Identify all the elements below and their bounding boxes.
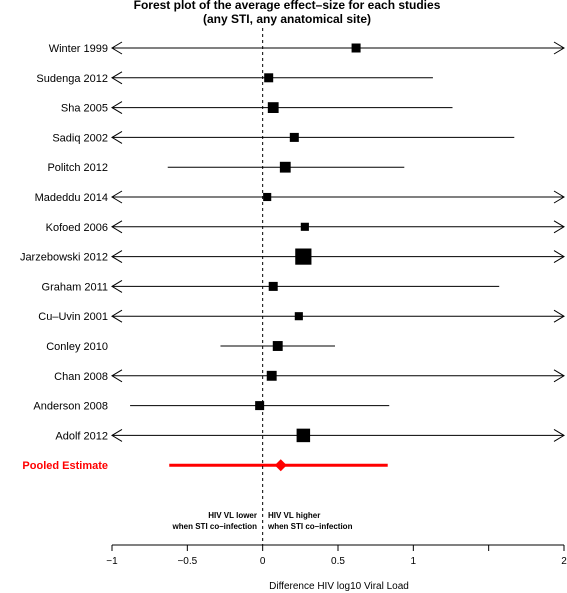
study-row: Chan 2008	[54, 369, 565, 383]
study-row: Conley 2010	[46, 341, 335, 353]
x-tick-label: 1	[411, 556, 417, 567]
pooled-estimate-diamond	[274, 459, 287, 472]
pooled-estimate-group: Pooled Estimate	[22, 459, 388, 472]
x-tick-label: −1	[106, 556, 118, 567]
study-row: Sha 2005	[61, 101, 453, 115]
study-label: Adolf 2012	[55, 430, 108, 442]
study-label: Anderson 2008	[33, 401, 108, 413]
study-row: Adolf 2012	[55, 428, 565, 443]
study-row: Kofoed 2006	[46, 220, 565, 234]
point-estimate-square	[289, 132, 299, 142]
point-estimate-square	[295, 248, 312, 265]
ci-right-arrow	[553, 369, 565, 383]
study-label: Madeddu 2014	[35, 192, 108, 204]
study-row: Graham 2011	[42, 279, 500, 293]
study-label: Conley 2010	[46, 341, 108, 353]
study-row: Jarzebowski 2012	[20, 248, 565, 265]
study-label: Chan 2008	[54, 371, 108, 383]
ci-right-arrow	[553, 309, 565, 323]
pooled-estimate-label: Pooled Estimate	[22, 460, 108, 472]
x-tick-label: 2	[561, 556, 567, 567]
study-row: Winter 1999	[49, 41, 565, 55]
study-row: Politch 2012	[47, 161, 405, 174]
study-row: Cu–Uvin 2001	[38, 309, 565, 323]
study-label: Winter 1999	[49, 43, 108, 55]
ci-right-arrow	[553, 250, 565, 264]
x-axis-label: Difference HIV log10 Viral Load	[269, 581, 409, 592]
study-label: Sudenga 2012	[36, 73, 108, 85]
study-label: Kofoed 2006	[46, 222, 108, 234]
x-tick-label: 0.5	[331, 556, 345, 567]
point-estimate-square	[267, 102, 279, 113]
x-tick-label: −0.5	[177, 556, 197, 567]
study-row: Sudenga 2012	[36, 71, 433, 85]
ci-left-arrow	[111, 279, 123, 293]
point-estimate-square	[294, 312, 303, 321]
ci-left-arrow	[111, 190, 123, 204]
ci-right-arrow	[553, 41, 565, 55]
x-tick-label: 0	[260, 556, 266, 567]
study-label: Sadiq 2002	[52, 132, 108, 144]
chart-title-line1: Forest plot of the average effect–size f…	[134, 0, 441, 12]
ci-right-arrow	[553, 190, 565, 204]
annotation-lower-line2: when STI co–infection	[172, 522, 258, 531]
study-row: Anderson 2008	[33, 401, 390, 413]
ci-right-arrow	[553, 220, 565, 234]
point-estimate-square	[296, 428, 311, 443]
study-label: Politch 2012	[47, 162, 108, 174]
ci-left-arrow	[111, 71, 123, 85]
point-estimate-square	[266, 370, 277, 381]
annotation-higher-line1: HIV VL higher	[268, 511, 320, 520]
point-estimate-square	[268, 281, 278, 291]
ci-left-arrow	[111, 309, 123, 323]
ci-left-arrow	[111, 220, 123, 234]
point-estimate-square	[351, 43, 361, 53]
ci-right-arrow	[553, 428, 565, 442]
point-estimate-square	[255, 401, 265, 411]
study-row: Madeddu 2014	[35, 190, 565, 204]
ci-left-arrow	[111, 101, 123, 115]
ci-left-arrow	[111, 41, 123, 55]
point-estimate-square	[279, 161, 291, 173]
interpretation-annotations: HIV VL lower when STI co–infection HIV V…	[172, 511, 353, 531]
ci-left-arrow	[111, 428, 123, 442]
chart-title-line2: (any STI, any anatomical site)	[203, 12, 371, 26]
study-label: Cu–Uvin 2001	[38, 311, 108, 323]
x-axis: −1 −0.5 0 0.5 1 2	[106, 544, 567, 567]
study-rows: Winter 1999 Sudenga 2012 Sha 2005 Sadiq 200…	[20, 41, 565, 443]
point-estimate-square	[263, 192, 272, 202]
annotation-lower-line1: HIV VL lower	[208, 511, 257, 520]
study-label: Graham 2011	[42, 281, 108, 293]
annotation-higher-line2: when STI co–infection	[267, 522, 353, 531]
study-label: Sha 2005	[61, 103, 108, 115]
ci-left-arrow	[111, 369, 123, 383]
study-row: Sadiq 2002	[52, 130, 515, 144]
point-estimate-square	[264, 73, 274, 83]
ci-left-arrow	[111, 250, 123, 264]
point-estimate-square	[272, 341, 283, 351]
study-label: Jarzebowski 2012	[20, 252, 108, 264]
ci-left-arrow	[111, 130, 123, 144]
point-estimate-square	[300, 222, 309, 231]
